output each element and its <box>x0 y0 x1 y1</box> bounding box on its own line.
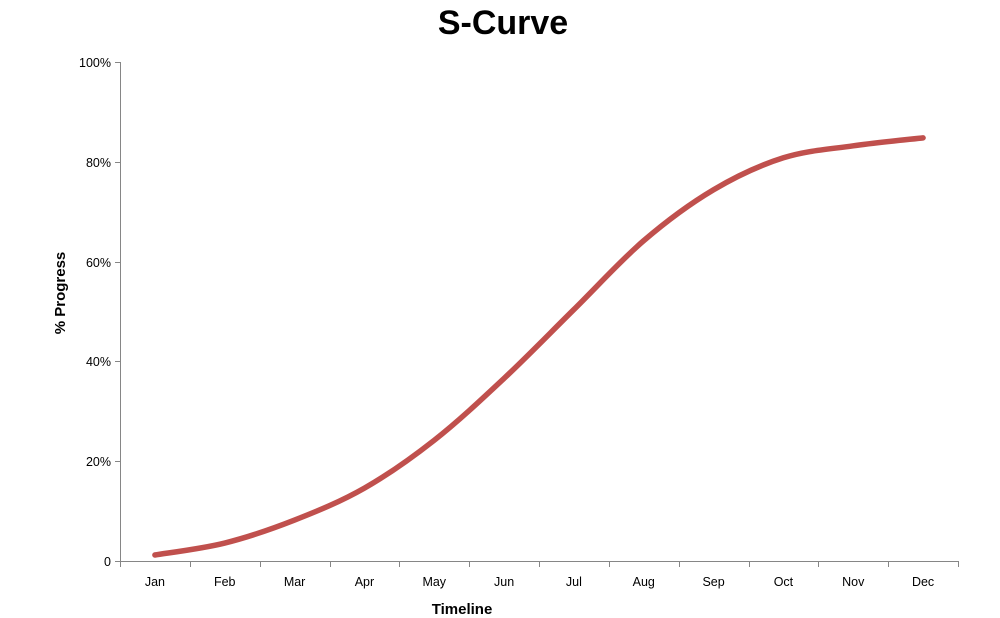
data-point-nov <box>850 143 856 149</box>
data-point-aug <box>641 238 647 244</box>
series-lines <box>152 135 926 558</box>
data-point-sep <box>711 187 717 193</box>
data-point-jun <box>501 375 507 381</box>
chart-title: S-Curve <box>438 4 568 42</box>
x-tick-label: Sep <box>702 575 724 589</box>
x-tick-label: Aug <box>633 575 655 589</box>
y-tick-label: 0 <box>104 555 111 569</box>
x-tick-label: Jul <box>566 575 582 589</box>
data-point-apr <box>361 485 367 491</box>
series-line-0 <box>152 135 926 558</box>
x-tick-label: Dec <box>912 575 934 589</box>
y-tick-label: 60% <box>86 256 111 270</box>
data-point-may <box>431 437 437 443</box>
data-point-feb <box>222 540 228 546</box>
x-tick-label: Jan <box>145 575 165 589</box>
x-axis-title: Timeline <box>432 601 493 618</box>
data-point-jul <box>571 307 577 313</box>
x-tick-label: Jun <box>494 575 514 589</box>
y-axis-title: % Progress <box>52 252 69 335</box>
x-tick-label: Nov <box>842 575 865 589</box>
data-point-oct <box>780 155 786 161</box>
y-axis-ticks: 0 20% 40% 60% 80% 100% <box>79 56 120 569</box>
x-tick-label: Feb <box>214 575 236 589</box>
y-tick-label: 80% <box>86 156 111 170</box>
data-point-mar <box>292 517 298 523</box>
x-tick-label: Oct <box>774 575 794 589</box>
y-tick-label: 40% <box>86 355 111 369</box>
y-tick-label: 20% <box>86 455 111 469</box>
x-tick-label: Mar <box>284 575 306 589</box>
x-tick-label: Apr <box>355 575 374 589</box>
x-axis-ticks: Jan Feb Mar Apr May Jun Jul Aug Sep Oct Nov Dec <box>120 561 959 589</box>
y-tick-label: 100% <box>79 56 111 70</box>
data-point-dec <box>920 135 926 141</box>
data-point-jan <box>152 552 158 558</box>
x-tick-label: May <box>422 575 446 589</box>
